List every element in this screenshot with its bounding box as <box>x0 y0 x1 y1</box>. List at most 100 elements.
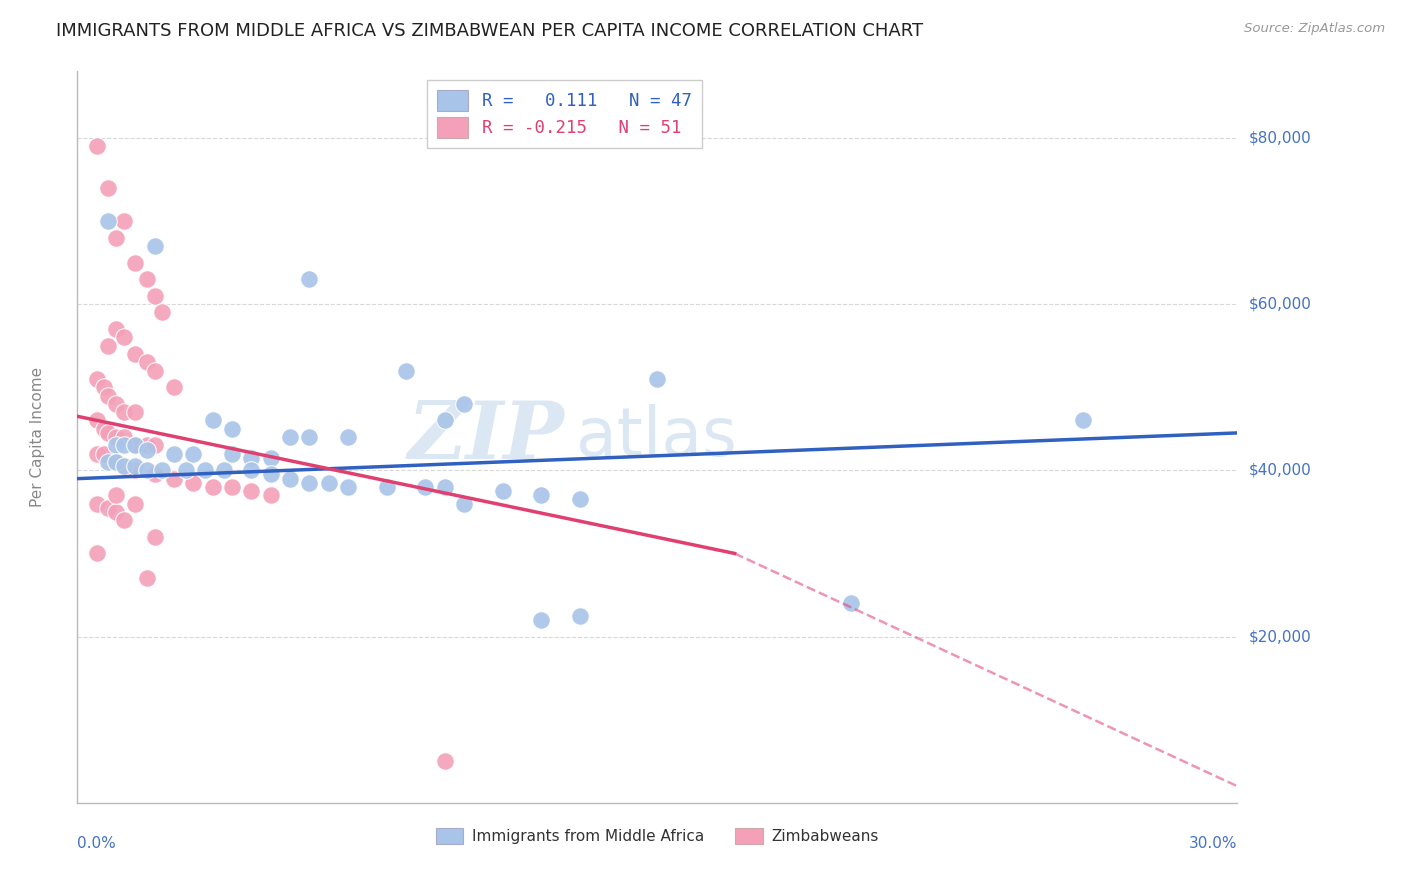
Point <box>105 505 127 519</box>
Point <box>214 463 236 477</box>
Point <box>278 430 301 444</box>
Point <box>105 488 127 502</box>
Point <box>453 397 475 411</box>
Point <box>413 480 436 494</box>
Legend: Immigrants from Middle Africa, Zimbabweans: Immigrants from Middle Africa, Zimbabwea… <box>429 822 886 850</box>
Point <box>240 450 263 465</box>
Point <box>152 463 174 477</box>
Point <box>260 450 283 465</box>
Point <box>105 397 127 411</box>
Text: $60,000: $60,000 <box>1249 297 1312 311</box>
Point <box>163 472 186 486</box>
Point <box>112 214 135 228</box>
Point <box>163 380 186 394</box>
Point <box>530 488 553 502</box>
Point <box>105 430 127 444</box>
Point <box>105 230 127 244</box>
Text: Per Capita Income: Per Capita Income <box>30 367 45 508</box>
Point <box>93 422 115 436</box>
Point <box>86 372 108 386</box>
Point <box>86 139 108 153</box>
Point <box>260 488 283 502</box>
Point <box>183 475 205 490</box>
Point <box>337 480 360 494</box>
Point <box>124 405 146 419</box>
Point <box>97 214 120 228</box>
Point <box>433 480 456 494</box>
Point <box>298 475 321 490</box>
Point <box>112 438 135 452</box>
Point <box>221 447 243 461</box>
Point <box>112 459 135 474</box>
Point <box>105 322 127 336</box>
Point <box>395 363 418 377</box>
Point <box>86 546 108 560</box>
Point <box>124 463 146 477</box>
Point <box>174 463 197 477</box>
Point <box>569 492 592 507</box>
Point <box>124 438 146 452</box>
Point <box>1071 413 1094 427</box>
Point <box>152 305 174 319</box>
Point <box>136 571 159 585</box>
Text: Source: ZipAtlas.com: Source: ZipAtlas.com <box>1244 22 1385 36</box>
Point <box>260 467 283 482</box>
Point <box>433 754 456 768</box>
Point <box>136 442 159 457</box>
Point <box>375 480 398 494</box>
Point <box>221 480 243 494</box>
Point <box>569 608 592 623</box>
Point <box>183 447 205 461</box>
Text: atlas: atlas <box>576 404 737 470</box>
Point <box>97 425 120 440</box>
Point <box>453 497 475 511</box>
Point <box>318 475 340 490</box>
Point <box>136 463 159 477</box>
Point <box>124 347 146 361</box>
Point <box>143 438 166 452</box>
Point <box>86 413 108 427</box>
Point <box>124 438 146 452</box>
Point <box>86 497 108 511</box>
Point <box>143 289 166 303</box>
Point <box>201 413 224 427</box>
Point <box>337 430 360 444</box>
Point <box>433 413 456 427</box>
Point <box>278 472 301 486</box>
Point <box>163 447 186 461</box>
Point <box>221 422 243 436</box>
Point <box>97 455 120 469</box>
Point <box>97 180 120 194</box>
Point <box>143 363 166 377</box>
Point <box>124 497 146 511</box>
Point <box>136 272 159 286</box>
Point <box>112 513 135 527</box>
Point <box>492 484 515 499</box>
Point <box>143 530 166 544</box>
Point <box>105 455 127 469</box>
Point <box>298 430 321 444</box>
Point <box>136 355 159 369</box>
Point <box>93 380 115 394</box>
Point <box>93 447 115 461</box>
Point <box>298 272 321 286</box>
Point <box>112 430 135 444</box>
Point <box>124 255 146 269</box>
Point <box>105 438 127 452</box>
Point <box>240 463 263 477</box>
Point <box>839 596 862 610</box>
Point <box>143 239 166 253</box>
Point <box>530 613 553 627</box>
Point <box>112 405 135 419</box>
Text: $40,000: $40,000 <box>1249 463 1312 478</box>
Point <box>97 500 120 515</box>
Point <box>86 447 108 461</box>
Point <box>105 455 127 469</box>
Text: $80,000: $80,000 <box>1249 130 1312 145</box>
Point <box>112 459 135 474</box>
Text: $20,000: $20,000 <box>1249 629 1312 644</box>
Point <box>201 480 224 494</box>
Point <box>124 459 146 474</box>
Text: 30.0%: 30.0% <box>1189 836 1237 851</box>
Point <box>112 330 135 344</box>
